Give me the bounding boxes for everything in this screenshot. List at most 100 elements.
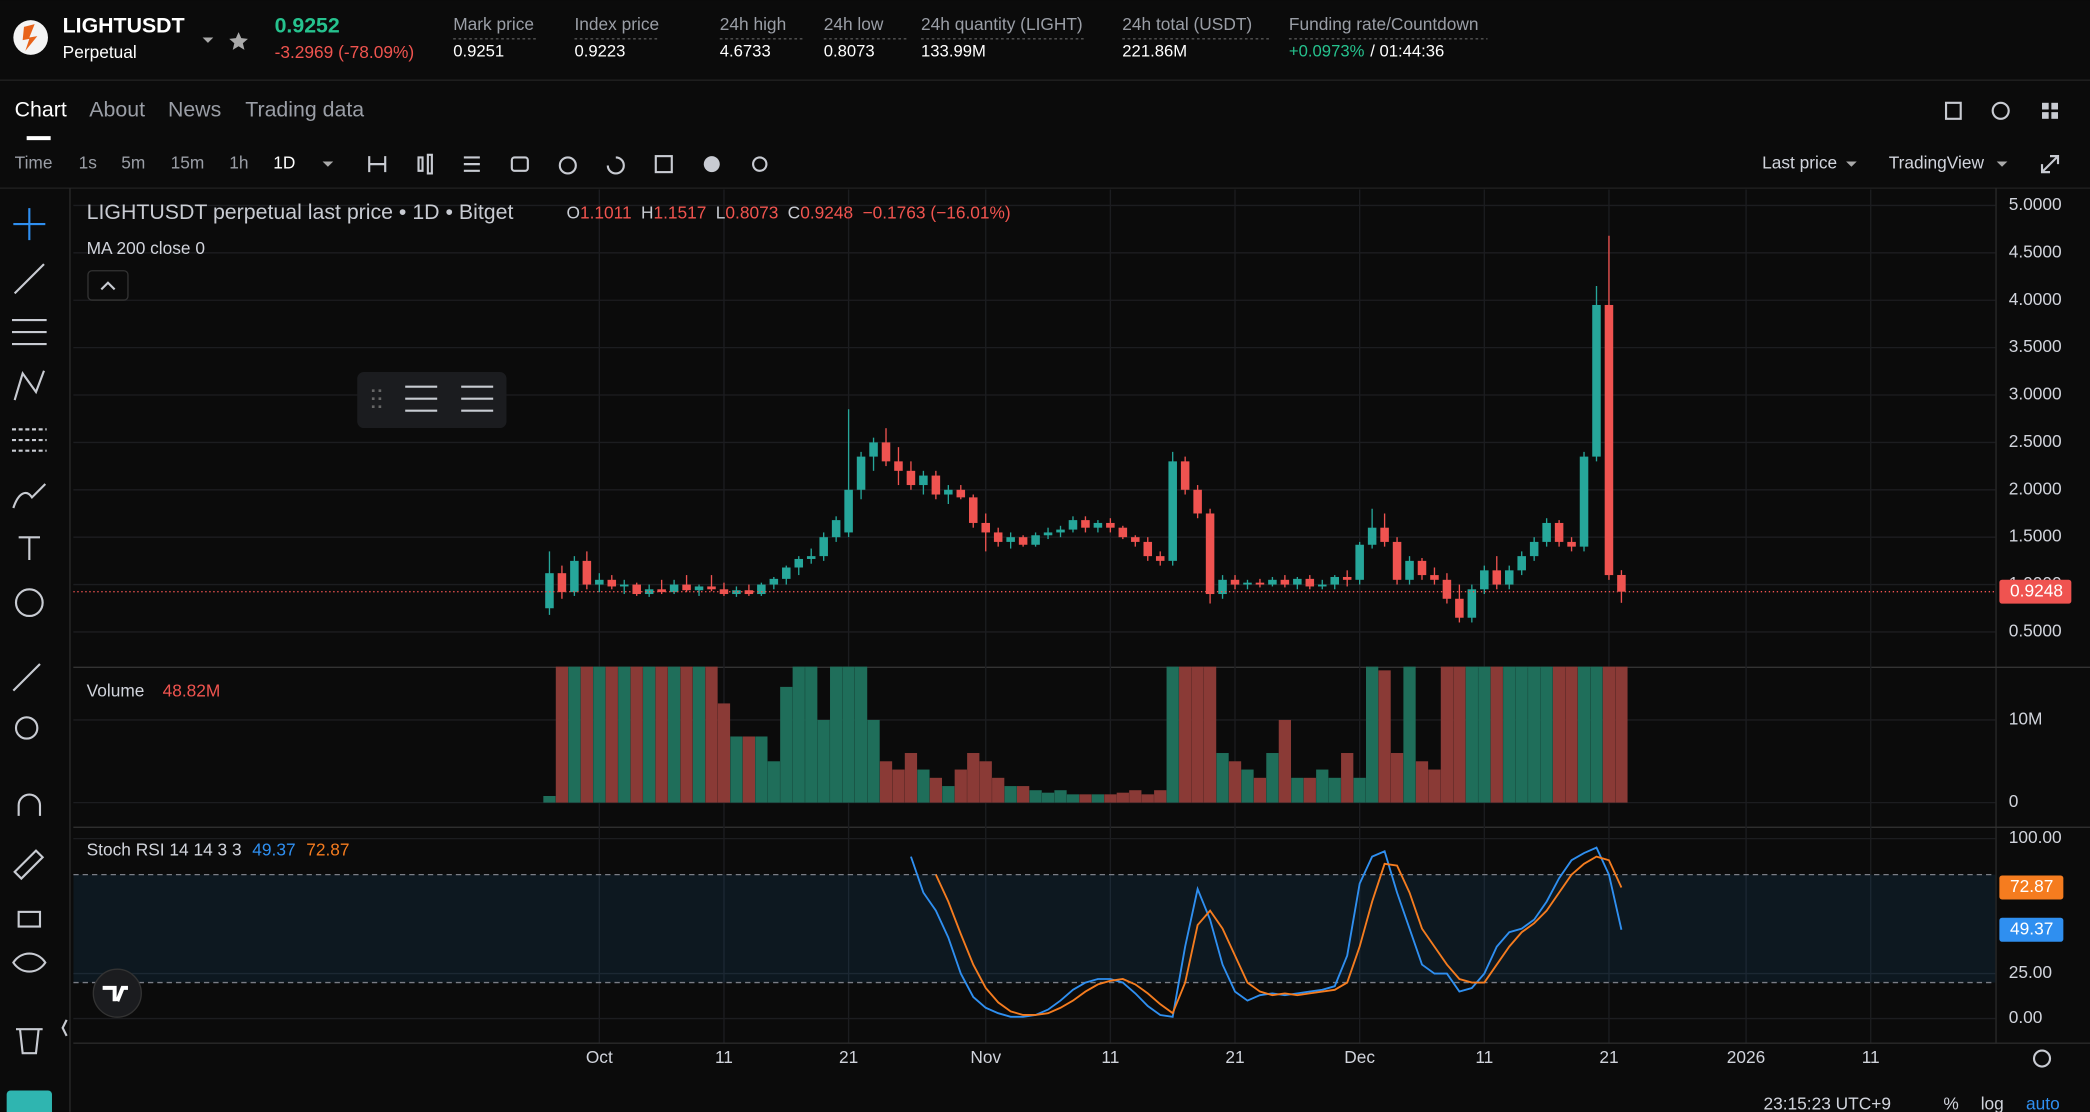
volume-bar [1378, 670, 1391, 803]
grid [73, 189, 1996, 1043]
auto-toggle[interactable]: auto [2026, 1094, 2060, 1112]
volume-bar [755, 736, 768, 803]
candle-body [906, 470, 916, 486]
bottom-tool[interactable] [6, 1090, 52, 1112]
price-source[interactable]: Last price [1762, 153, 1837, 173]
interval[interactable]: 15m [171, 153, 205, 173]
tab[interactable]: News [168, 97, 221, 121]
stat-label: Funding rate/Countdown [1289, 14, 1479, 34]
tool-icon[interactable] [703, 156, 720, 173]
collapse-toolbar[interactable] [61, 1019, 68, 1037]
candle-body [1168, 461, 1177, 561]
tool-icon[interactable] [558, 156, 577, 175]
template-button[interactable] [461, 385, 494, 412]
x-tick-label: 21 [1599, 1047, 1618, 1067]
interval[interactable]: 1s [79, 153, 98, 173]
ruler-tool[interactable] [12, 663, 41, 692]
emoji-tool[interactable] [14, 588, 44, 618]
percent-toggle[interactable]: % [1943, 1094, 1958, 1112]
icon-button[interactable] [1991, 101, 2010, 120]
axis-settings[interactable] [2032, 1049, 2052, 1068]
brush-tool[interactable] [12, 483, 47, 509]
line-tool[interactable] [13, 263, 45, 295]
volume-bar [1228, 761, 1242, 803]
caret[interactable] [1996, 161, 2008, 167]
log-toggle[interactable]: log [1981, 1094, 2004, 1112]
fullscreen[interactable] [2040, 155, 2060, 174]
channel-tool[interactable] [11, 319, 47, 346]
drag-handle[interactable] [371, 389, 382, 409]
draw-mode-tool[interactable] [13, 849, 45, 881]
tradingview-logo[interactable] [92, 968, 142, 1018]
candle-body [794, 558, 804, 568]
icon-button[interactable] [1944, 101, 1962, 120]
volume-bar [1129, 790, 1142, 803]
candle-body [1056, 529, 1065, 533]
tool-icon[interactable] [417, 153, 433, 175]
candle-body [1355, 544, 1364, 580]
crosshair-tool[interactable] [13, 208, 46, 241]
text-tool[interactable] [18, 536, 40, 560]
tab[interactable]: About [89, 97, 145, 121]
tool-icon[interactable] [654, 155, 673, 174]
stat-value: 133.99M [921, 42, 986, 61]
volume-bar [842, 666, 855, 803]
template-button[interactable] [405, 385, 438, 412]
magnet-tool[interactable] [17, 793, 42, 816]
chart-engine[interactable]: TradingView [1889, 153, 1985, 173]
volume-bar [1552, 666, 1566, 803]
tab[interactable]: Chart [15, 97, 67, 121]
x-tick-label: 11 [1862, 1047, 1880, 1067]
zoom-tool[interactable] [14, 716, 39, 740]
pattern-tool[interactable] [13, 370, 45, 401]
volume-bar [680, 666, 693, 803]
volume-bar [1515, 666, 1528, 803]
tool-icon[interactable] [606, 156, 625, 175]
x-tick-label: 21 [839, 1047, 858, 1067]
icon-button[interactable] [2042, 102, 2059, 119]
volume-bar [1278, 719, 1292, 803]
tool-icon[interactable] [463, 156, 480, 172]
caret[interactable] [1846, 161, 1857, 167]
y-tick-label: 4.5000 [2009, 241, 2062, 261]
candle-body [919, 475, 928, 486]
stat-value: 221.86M [1122, 42, 1187, 61]
volume-bar [1216, 753, 1229, 803]
tool-icon[interactable] [368, 156, 387, 173]
tool-icon[interactable] [752, 156, 768, 172]
collapse-button[interactable] [87, 270, 129, 301]
volume-bar [1041, 792, 1055, 803]
candle-body [1218, 579, 1227, 595]
favorite-star[interactable] [229, 32, 248, 50]
volume-bar [1166, 666, 1179, 803]
volume-bar [1478, 666, 1491, 803]
ohlc-value: 1.1517 [653, 202, 706, 222]
symbol-caret[interactable] [202, 37, 214, 43]
symbol[interactable]: LIGHTUSDT [63, 13, 185, 37]
candle-body [1318, 584, 1327, 587]
volume-bar [593, 666, 606, 803]
delete-tool[interactable] [15, 1028, 43, 1055]
tab-underline [26, 136, 51, 141]
interval[interactable]: Time [15, 153, 53, 173]
volume-bar [1016, 786, 1030, 803]
volume-bar [692, 666, 706, 803]
interval-caret[interactable] [322, 161, 334, 167]
interval[interactable]: 1h [229, 153, 248, 173]
fib-tool[interactable] [11, 428, 47, 452]
y-tick-label: 2.0000 [2009, 478, 2062, 498]
ohlc-value: 0.9248 [800, 202, 853, 222]
ohlc-change: −0.1763 (−16.01%) [862, 202, 1010, 222]
volume-bar [1465, 666, 1478, 803]
candle-body [1529, 541, 1539, 557]
candle-body [1567, 541, 1576, 547]
interval[interactable]: 5m [121, 153, 145, 173]
interval-active[interactable]: 1D [273, 153, 295, 173]
lock-tool[interactable] [17, 910, 42, 928]
tool-icon[interactable] [510, 156, 529, 172]
ohlc-key: O [566, 202, 579, 222]
tab[interactable]: Trading data [245, 97, 364, 121]
visibility-tool[interactable] [12, 952, 47, 973]
